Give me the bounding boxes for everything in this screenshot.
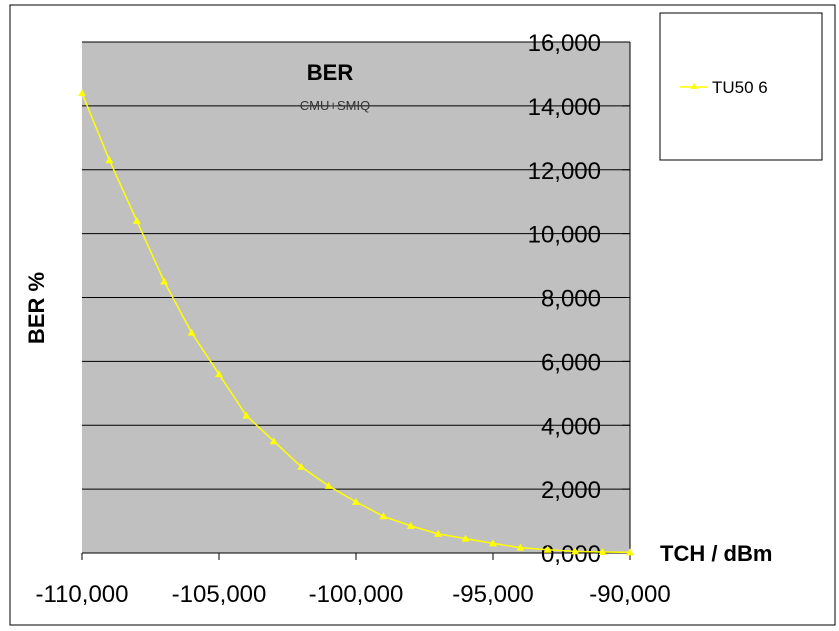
data-point-marker xyxy=(242,411,251,419)
data-point-marker xyxy=(571,547,580,555)
y-tick-label: 6,000 xyxy=(541,349,601,376)
y-tick-label: 8,000 xyxy=(541,286,601,313)
x-tick-label: -90,000 xyxy=(589,581,670,608)
x-tick-label: -105,000 xyxy=(172,581,267,608)
data-point-marker xyxy=(132,216,141,224)
data-point-marker xyxy=(269,437,278,445)
series-group xyxy=(78,89,634,556)
legend: TU50 6 xyxy=(659,12,823,161)
y-tick-label: 10,000 xyxy=(528,222,601,249)
data-point-marker xyxy=(489,539,497,547)
data-point-marker xyxy=(379,512,388,520)
data-point-marker xyxy=(406,521,415,529)
data-point-marker xyxy=(543,545,552,553)
data-point-marker xyxy=(352,497,360,505)
chart-subtitle: CMU+SMIQ xyxy=(300,98,370,113)
data-point-marker xyxy=(105,156,114,164)
y-tick-label: 14,000 xyxy=(528,94,601,121)
gridlines xyxy=(82,41,631,554)
data-point-marker xyxy=(215,370,223,378)
y-axis-ticks: 0,000 2,000 4,000 6,000 8,000 10,000 12,000 14,… xyxy=(528,30,630,568)
data-point-marker xyxy=(598,548,607,556)
chart-title: BER xyxy=(307,60,354,85)
y-tick-label: 12,000 xyxy=(528,158,601,185)
x-tick-label: -100,000 xyxy=(309,581,404,608)
y-tick-label: 4,000 xyxy=(541,413,601,440)
data-point-marker xyxy=(160,277,169,285)
data-point-marker xyxy=(434,529,443,537)
x-axis-label: TCH / dBm xyxy=(660,541,772,566)
data-point-marker xyxy=(297,462,306,470)
data-point-marker xyxy=(516,543,525,551)
data-point-marker xyxy=(626,548,634,556)
x-axis-ticks: -110,000 -105,000 -100,000 -95,000 -90,000 xyxy=(36,553,671,608)
x-tick-label: -95,000 xyxy=(452,581,533,608)
data-point-marker xyxy=(187,328,196,336)
legend-series-label: TU50 6 xyxy=(712,78,768,97)
x-tick-label: -110,000 xyxy=(36,581,129,608)
y-tick-label: 16,000 xyxy=(528,30,601,57)
y-tick-label: 0,000 xyxy=(541,541,601,568)
data-point-marker xyxy=(78,89,86,97)
legend-series-marker xyxy=(690,83,698,89)
y-axis-label: BER % xyxy=(24,272,49,344)
data-point-marker xyxy=(324,481,333,489)
y-tick-label: 2,000 xyxy=(541,477,601,504)
data-point-marker xyxy=(461,534,470,542)
